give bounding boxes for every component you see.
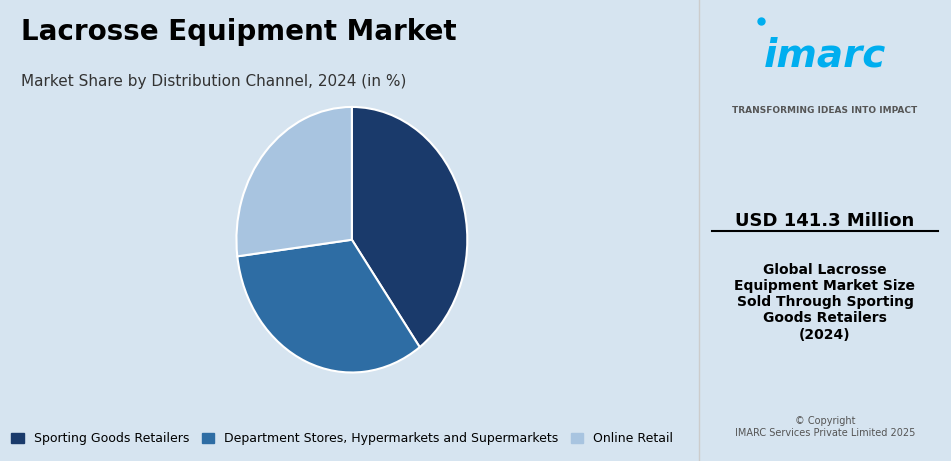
Text: © Copyright
IMARC Services Private Limited 2025: © Copyright IMARC Services Private Limit… [735,416,915,438]
Text: USD 141.3 Million: USD 141.3 Million [735,212,915,230]
Text: TRANSFORMING IDEAS INTO IMPACT: TRANSFORMING IDEAS INTO IMPACT [732,106,918,115]
Wedge shape [238,240,419,372]
Wedge shape [352,107,467,347]
Text: imarc: imarc [764,37,886,75]
Legend: Sporting Goods Retailers, Department Stores, Hypermarkets and Supermarkets, Onli: Sporting Goods Retailers, Department Sto… [7,427,678,450]
Text: Lacrosse Equipment Market: Lacrosse Equipment Market [21,18,456,47]
Text: Market Share by Distribution Channel, 2024 (in %): Market Share by Distribution Channel, 20… [21,74,406,89]
Text: Global Lacrosse
Equipment Market Size
Sold Through Sporting
Goods Retailers
(202: Global Lacrosse Equipment Market Size So… [734,263,916,342]
Wedge shape [237,107,352,256]
